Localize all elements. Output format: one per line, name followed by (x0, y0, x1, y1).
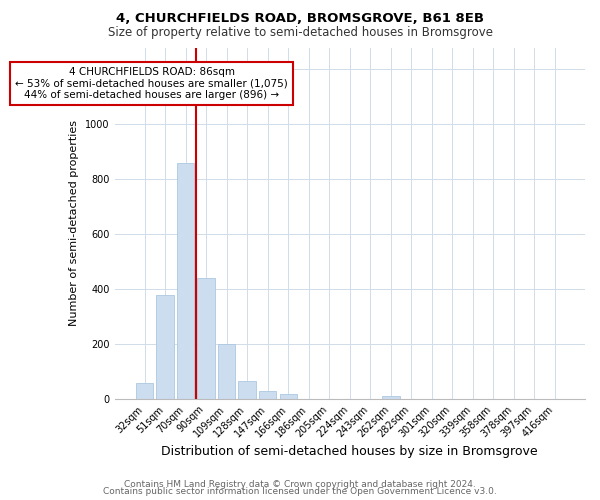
Bar (238, 382, 256, 399)
Text: 4 CHURCHFIELDS ROAD: 86sqm
← 53% of semi-detached houses are smaller (1,075)
44%: 4 CHURCHFIELDS ROAD: 86sqm ← 53% of semi… (16, 66, 288, 100)
Text: Contains HM Land Registry data © Crown copyright and database right 2024.: Contains HM Land Registry data © Crown c… (124, 480, 476, 489)
Bar (218, 344, 235, 399)
Bar (259, 392, 277, 399)
Bar (157, 295, 174, 399)
X-axis label: Distribution of semi-detached houses by size in Bromsgrove: Distribution of semi-detached houses by … (161, 444, 538, 458)
Bar (177, 163, 194, 399)
Y-axis label: Number of semi-detached properties: Number of semi-detached properties (70, 120, 79, 326)
Bar (197, 278, 215, 399)
Bar (280, 394, 297, 399)
Text: Contains public sector information licensed under the Open Government Licence v3: Contains public sector information licen… (103, 488, 497, 496)
Text: 4, CHURCHFIELDS ROAD, BROMSGROVE, B61 8EB: 4, CHURCHFIELDS ROAD, BROMSGROVE, B61 8E… (116, 12, 484, 26)
Bar (382, 396, 400, 399)
Text: Size of property relative to semi-detached houses in Bromsgrove: Size of property relative to semi-detach… (107, 26, 493, 39)
Bar (136, 382, 154, 399)
